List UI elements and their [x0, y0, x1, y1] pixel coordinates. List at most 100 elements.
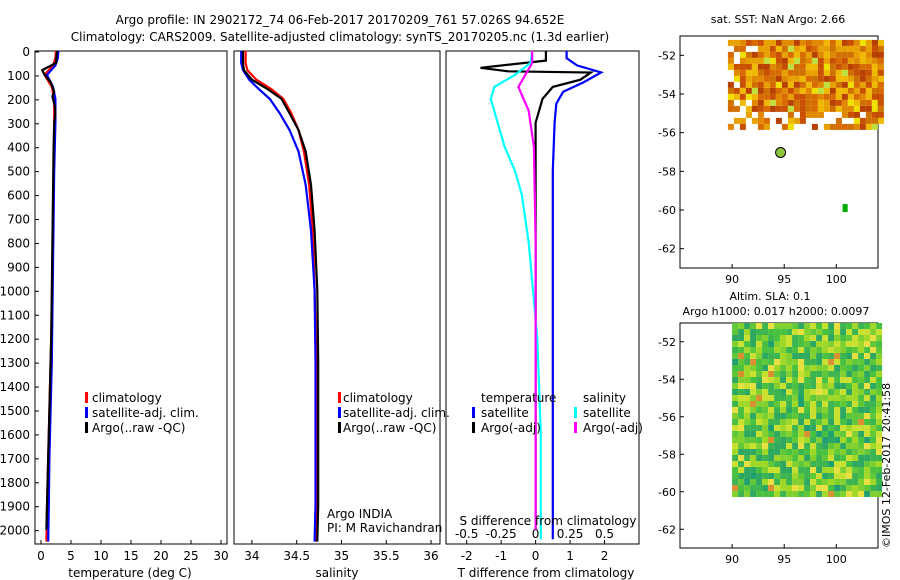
sst-cell — [853, 99, 860, 106]
sst-cell — [835, 75, 842, 82]
sst-cell — [751, 99, 758, 106]
sla-cell — [756, 407, 763, 413]
sla-cell — [780, 371, 787, 377]
sla-cell — [828, 365, 835, 371]
sla-cell — [852, 443, 859, 449]
sst-cell — [865, 99, 872, 106]
sla-cell — [768, 473, 775, 479]
sla-cell — [810, 449, 817, 455]
sla-cell — [822, 437, 829, 443]
sst-cell — [817, 99, 824, 106]
sla-cell — [834, 449, 841, 455]
sla-cell — [852, 389, 859, 395]
sst-cell — [841, 57, 848, 64]
lat-tick-label: -52 — [658, 336, 676, 349]
depth-tick-label: 600 — [7, 189, 30, 203]
depth-tick-label: 1400 — [0, 380, 30, 394]
sla-cell — [750, 467, 757, 473]
sla-cell — [810, 371, 817, 377]
sla-cell — [756, 443, 763, 449]
sst-cell — [751, 93, 758, 100]
sla-cell — [822, 335, 829, 341]
sla-cell — [840, 467, 847, 473]
sst-cell — [763, 87, 770, 94]
sst-cell — [781, 93, 788, 100]
sst-cell — [793, 75, 800, 82]
sla-cell — [840, 419, 847, 425]
sst-cell — [745, 57, 752, 64]
legend-label-s-satellite: satellite — [583, 406, 631, 420]
sla-cell — [858, 335, 865, 341]
sla-cell — [774, 467, 781, 473]
sla-cell — [834, 341, 841, 347]
sst-cell — [859, 63, 866, 70]
sst-cell — [757, 93, 764, 100]
sla-cell — [870, 395, 877, 401]
sst-cell — [733, 117, 740, 124]
sst-cell — [769, 81, 776, 88]
sst-cell — [841, 105, 848, 112]
sst-cell — [793, 51, 800, 58]
sla-cell — [732, 365, 739, 371]
sst-cell — [769, 75, 776, 82]
sst-cell — [841, 63, 848, 70]
sla-cell — [876, 323, 883, 329]
sst-cell — [835, 87, 842, 94]
sst-cell — [823, 57, 830, 64]
sla-cell — [774, 491, 781, 497]
sst-cell — [799, 75, 806, 82]
lat-tick-label: -54 — [658, 373, 676, 386]
sst-cell — [847, 63, 854, 70]
sla-cell — [768, 395, 775, 401]
sla-cell — [738, 335, 745, 341]
sla-cell — [858, 491, 865, 497]
sla-cell — [858, 431, 865, 437]
sla-cell — [732, 413, 739, 419]
sst-cell — [733, 39, 740, 46]
salinity-x-axis: 34 34.5 35 35.5 36 — [244, 540, 439, 563]
depth-tick-label: 1900 — [0, 500, 30, 514]
sla-cell — [828, 461, 835, 467]
sla-cell — [792, 455, 799, 461]
sla-cell — [876, 359, 883, 365]
sla-cell — [780, 389, 787, 395]
sla-cell — [744, 377, 751, 383]
sst-cell — [781, 87, 788, 94]
sla-cell — [786, 347, 793, 353]
sla-cell — [816, 449, 823, 455]
sst-cell — [853, 93, 860, 100]
sst-cell — [769, 51, 776, 58]
sst-cell — [871, 81, 878, 88]
sla-cell — [750, 473, 757, 479]
sla-cell — [864, 329, 871, 335]
sla-cell — [870, 341, 877, 347]
sst-cell — [823, 75, 830, 82]
s-difference-tick-label: 0.5 — [595, 527, 614, 541]
sla-cell — [774, 383, 781, 389]
sla-cell — [804, 371, 811, 377]
sla-cell — [810, 425, 817, 431]
sla-cell — [810, 407, 817, 413]
sla-cell — [732, 353, 739, 359]
sla-cell — [810, 353, 817, 359]
sst-cell — [739, 63, 746, 70]
sst-cell — [853, 123, 860, 130]
sla-cell — [732, 437, 739, 443]
sla-cell — [732, 395, 739, 401]
sst-cell — [841, 75, 848, 82]
sla-cell — [810, 401, 817, 407]
salinity-xlabel: salinity — [315, 566, 358, 580]
difference-x-axis: -2 -1 0 1 2 -0.5 -0.25 0 0.25 0.5 — [455, 527, 614, 563]
sla-cell — [840, 383, 847, 389]
sla-cell — [816, 425, 823, 431]
sla-cell — [756, 431, 763, 437]
sla-cell — [786, 461, 793, 467]
sst-cell — [877, 57, 884, 64]
lat-tick-label: -60 — [658, 486, 676, 499]
sla-cell — [840, 359, 847, 365]
sst-cell — [799, 39, 806, 46]
sst-cell — [757, 75, 764, 82]
lon-tick-label: 100 — [826, 553, 847, 566]
sla-cell — [840, 413, 847, 419]
sla-cell — [750, 479, 757, 485]
